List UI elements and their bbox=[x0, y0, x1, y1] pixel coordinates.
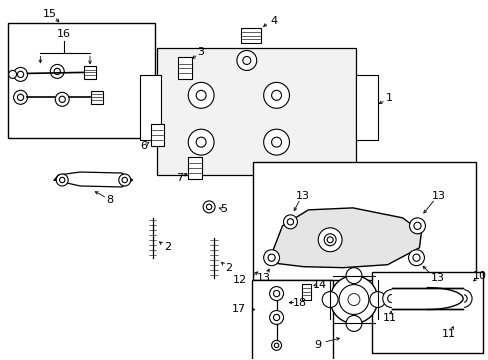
Circle shape bbox=[18, 94, 23, 100]
Circle shape bbox=[18, 71, 23, 77]
Bar bbox=[251, 280, 332, 360]
Circle shape bbox=[196, 137, 205, 147]
Circle shape bbox=[203, 201, 215, 213]
Circle shape bbox=[196, 90, 205, 100]
Circle shape bbox=[122, 177, 127, 183]
Circle shape bbox=[283, 215, 297, 229]
Circle shape bbox=[236, 50, 256, 71]
Bar bbox=[83, 66, 96, 79]
Bar bbox=[178, 58, 192, 80]
Circle shape bbox=[269, 287, 283, 301]
Circle shape bbox=[274, 343, 278, 348]
Bar bbox=[157, 48, 355, 175]
Circle shape bbox=[329, 276, 377, 323]
Circle shape bbox=[56, 174, 68, 186]
Circle shape bbox=[407, 250, 424, 266]
Text: 1: 1 bbox=[386, 93, 392, 103]
Circle shape bbox=[263, 129, 289, 155]
Circle shape bbox=[346, 315, 361, 332]
Circle shape bbox=[453, 289, 471, 307]
Circle shape bbox=[59, 96, 65, 103]
Bar bbox=[371, 272, 482, 353]
Circle shape bbox=[50, 64, 64, 78]
Circle shape bbox=[318, 228, 342, 252]
Circle shape bbox=[188, 82, 214, 108]
Circle shape bbox=[347, 293, 359, 306]
Text: 13: 13 bbox=[295, 191, 309, 201]
Text: 4: 4 bbox=[269, 15, 277, 26]
Circle shape bbox=[273, 314, 279, 321]
Bar bbox=[241, 28, 260, 43]
Circle shape bbox=[271, 137, 281, 147]
Circle shape bbox=[243, 57, 250, 64]
Text: 11: 11 bbox=[382, 314, 396, 324]
Text: 13: 13 bbox=[256, 273, 270, 283]
Text: 6: 6 bbox=[140, 141, 147, 151]
Text: 13: 13 bbox=[429, 273, 444, 283]
Bar bbox=[355, 75, 377, 140]
Text: 17: 17 bbox=[231, 305, 245, 315]
Circle shape bbox=[269, 310, 283, 324]
Circle shape bbox=[188, 129, 214, 155]
Circle shape bbox=[346, 268, 361, 284]
Circle shape bbox=[338, 285, 368, 315]
Circle shape bbox=[458, 294, 466, 302]
Text: 5: 5 bbox=[220, 204, 227, 214]
Bar bbox=[8, 23, 154, 138]
Text: 10: 10 bbox=[472, 271, 486, 281]
Circle shape bbox=[267, 254, 275, 261]
Circle shape bbox=[263, 250, 279, 266]
Text: 14: 14 bbox=[312, 280, 326, 289]
Circle shape bbox=[14, 67, 27, 81]
Circle shape bbox=[322, 292, 337, 307]
Circle shape bbox=[119, 174, 130, 186]
Circle shape bbox=[263, 82, 289, 108]
Circle shape bbox=[55, 92, 69, 106]
Text: 9: 9 bbox=[314, 340, 321, 350]
Text: 12: 12 bbox=[232, 275, 246, 285]
Polygon shape bbox=[54, 172, 132, 187]
Circle shape bbox=[409, 218, 425, 234]
Polygon shape bbox=[268, 208, 421, 268]
Bar bbox=[90, 91, 103, 104]
Text: 8: 8 bbox=[106, 195, 113, 205]
Text: 13: 13 bbox=[431, 191, 446, 201]
Circle shape bbox=[206, 204, 211, 210]
Text: 15: 15 bbox=[43, 9, 57, 19]
Circle shape bbox=[387, 294, 395, 302]
Circle shape bbox=[369, 292, 385, 307]
Bar bbox=[150, 124, 164, 146]
Circle shape bbox=[60, 177, 65, 183]
Circle shape bbox=[412, 254, 419, 261]
Bar bbox=[140, 75, 161, 140]
Circle shape bbox=[413, 222, 420, 229]
Text: 16: 16 bbox=[57, 28, 71, 39]
Text: 2: 2 bbox=[225, 263, 232, 273]
Circle shape bbox=[14, 90, 27, 104]
Circle shape bbox=[324, 234, 335, 246]
Text: 7: 7 bbox=[175, 173, 183, 183]
Bar bbox=[188, 157, 202, 179]
Text: 11: 11 bbox=[441, 329, 455, 339]
Circle shape bbox=[54, 68, 60, 75]
Circle shape bbox=[326, 237, 332, 243]
Text: 18: 18 bbox=[293, 297, 307, 307]
Circle shape bbox=[271, 340, 281, 350]
Bar bbox=[252, 162, 475, 280]
Circle shape bbox=[271, 90, 281, 100]
Circle shape bbox=[287, 219, 293, 225]
Text: 2: 2 bbox=[163, 242, 171, 252]
Circle shape bbox=[382, 289, 400, 307]
Circle shape bbox=[9, 71, 17, 78]
Bar bbox=[301, 284, 310, 300]
Text: 3: 3 bbox=[197, 48, 204, 58]
Circle shape bbox=[273, 291, 279, 297]
